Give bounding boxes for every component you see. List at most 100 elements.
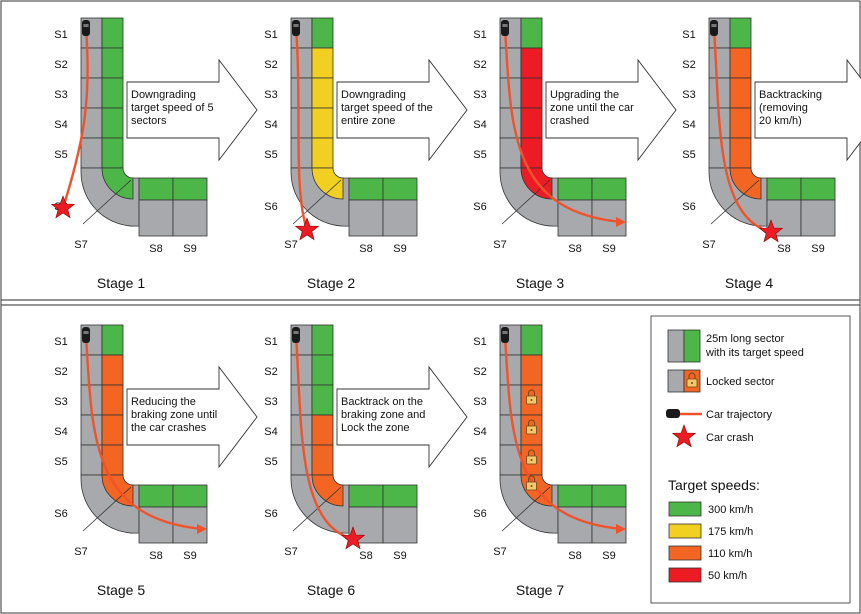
corner-speed-cell xyxy=(729,167,762,200)
trajectory-arrowhead xyxy=(616,524,626,534)
sector-speed-cell xyxy=(520,77,543,109)
legend-trajectory-text: Car trajectory xyxy=(706,409,773,421)
sector-label: S8 xyxy=(777,243,790,255)
legend-locked-sample xyxy=(667,369,685,393)
sector-label: S6 xyxy=(682,201,695,213)
trajectory-arrowhead xyxy=(197,524,207,534)
transition-text: the car crashes xyxy=(131,422,207,434)
sector-divider xyxy=(710,179,760,225)
stage-title: Stage 5 xyxy=(97,582,145,598)
track-cell xyxy=(499,47,522,79)
sector-speed-cell xyxy=(766,177,802,201)
transition-text: Backtracking xyxy=(759,89,822,101)
transition-text: target speed of the xyxy=(341,102,433,114)
track-cell xyxy=(138,199,174,237)
car-trajectory xyxy=(294,334,354,541)
car-icon xyxy=(82,20,90,36)
car-window xyxy=(293,331,299,334)
stage-title: Stage 6 xyxy=(307,582,355,598)
legend-speed-swatch xyxy=(668,501,702,517)
sector-label: S8 xyxy=(359,550,372,562)
sector-speed-cell xyxy=(557,484,593,508)
lock-shackle xyxy=(688,372,696,379)
car-trajectory xyxy=(84,334,204,531)
lock-keyhole xyxy=(530,429,533,431)
sector-label: S1 xyxy=(473,29,486,41)
stage-title: Stage 1 xyxy=(97,275,145,291)
car-window xyxy=(83,331,89,334)
sector-speed-cell xyxy=(101,77,124,109)
legend-speed-label: 175 km/h xyxy=(708,526,753,538)
sector-label: S9 xyxy=(183,243,196,255)
sector-label: S7 xyxy=(284,546,297,558)
legend-sector-sample xyxy=(667,329,685,363)
sector-label: S1 xyxy=(264,336,277,348)
legend-speed-label: 300 km/h xyxy=(708,504,753,516)
track-cell xyxy=(348,199,384,237)
transition-text: entire zone xyxy=(341,115,395,127)
sector-label: S4 xyxy=(682,119,695,131)
crash-icon xyxy=(50,195,76,219)
sector-label: S6 xyxy=(473,201,486,213)
sector-label: S5 xyxy=(473,456,486,468)
sector-speed-cell xyxy=(311,354,334,386)
sector-label: S2 xyxy=(264,59,277,71)
car-trajectory xyxy=(712,27,772,234)
track-cell xyxy=(708,47,731,79)
trajectory-arrowhead xyxy=(616,217,626,227)
transition-text: sectors xyxy=(131,115,167,127)
sector-speed-cell xyxy=(311,444,334,476)
track-cell xyxy=(290,354,313,386)
sector-label: S1 xyxy=(473,336,486,348)
sector-speed-cell xyxy=(101,414,124,446)
crash-icon xyxy=(294,217,320,241)
sector-label: S7 xyxy=(74,239,87,251)
lock-shackle xyxy=(528,389,535,396)
lock-keyhole xyxy=(530,485,533,487)
sector-label: S9 xyxy=(811,243,824,255)
sector-speed-cell xyxy=(311,414,334,446)
sector-label: S4 xyxy=(264,426,277,438)
transition-arrow xyxy=(336,365,468,469)
track-cell xyxy=(708,77,731,109)
sector-label: S3 xyxy=(264,89,277,101)
track-cell xyxy=(80,354,103,386)
sector-speed-cell xyxy=(729,77,752,109)
sector-speed-cell xyxy=(311,17,334,49)
sector-label: S3 xyxy=(682,89,695,101)
track-cell xyxy=(800,199,836,237)
transition-arrow xyxy=(545,58,677,162)
sector-label: S9 xyxy=(393,243,406,255)
track-cell xyxy=(290,384,313,416)
transition-arrow xyxy=(126,365,258,469)
track-cell xyxy=(80,47,103,79)
transition-text: Downgrading xyxy=(341,89,406,101)
corner-speed-cell xyxy=(101,167,134,200)
legend-sector-sample xyxy=(683,329,701,363)
lock-shackle xyxy=(528,419,535,426)
sector-speed-cell xyxy=(729,107,752,139)
sector-label: S8 xyxy=(149,550,162,562)
sector-speed-cell xyxy=(101,137,124,169)
track-cell xyxy=(499,354,522,386)
sector-speed-cell xyxy=(101,354,124,386)
sector-label: S1 xyxy=(54,29,67,41)
track-cell xyxy=(80,77,103,109)
sector-label: S1 xyxy=(54,336,67,348)
sector-label: S7 xyxy=(702,239,715,251)
sector-divider xyxy=(82,179,132,225)
sector-speed-cell xyxy=(101,324,124,356)
crash-icon xyxy=(340,526,366,550)
sector-divider xyxy=(292,486,342,532)
sector-speed-cell xyxy=(348,177,384,201)
sector-label: S2 xyxy=(54,59,67,71)
track-cell xyxy=(499,107,522,139)
transition-text: zone until the car xyxy=(550,102,634,114)
transition-text: Backtrack on the xyxy=(341,396,423,408)
track-cell xyxy=(80,137,103,169)
track-cell xyxy=(290,107,313,139)
transition-text: Downgrading xyxy=(131,89,196,101)
transition-arrow xyxy=(754,58,861,162)
